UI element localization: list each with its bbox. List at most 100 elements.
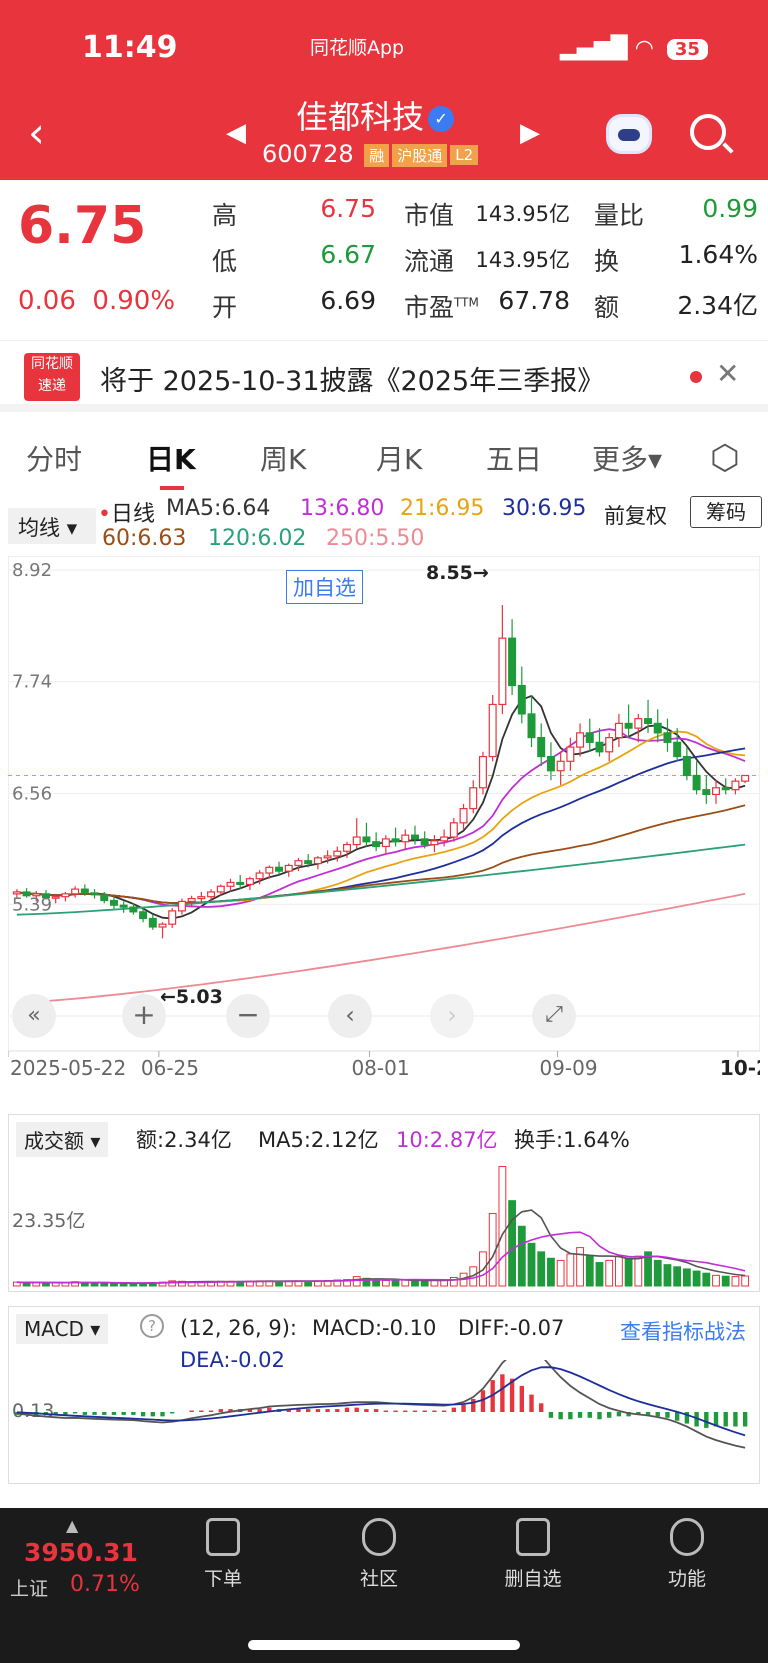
adjust-mode[interactable]: 前复权 — [604, 504, 667, 528]
candle-body — [498, 637, 507, 706]
volume-bar — [585, 1255, 594, 1287]
ma-selector[interactable]: 均线 ▾ — [8, 508, 96, 544]
fullscreen-icon[interactable]: ⤢ — [532, 994, 576, 1038]
tag-l2: L2 — [450, 145, 479, 165]
candle-body — [692, 774, 701, 791]
candle-body — [381, 838, 390, 848]
chips-button[interactable]: 筹码 — [690, 496, 762, 528]
index-name[interactable]: 上证 — [10, 1578, 49, 1600]
remove-watch-icon — [516, 1518, 550, 1556]
current-price: 6.75 — [18, 196, 147, 256]
volume-bar — [401, 1279, 410, 1287]
community-button[interactable]: 社区 — [334, 1518, 424, 1591]
volume-ma10: 10:2.87亿 — [396, 1128, 498, 1152]
legend-ma21: 21:6.95 — [400, 496, 485, 521]
tab-monthly[interactable]: 月K — [376, 443, 423, 476]
robot-assistant-icon[interactable] — [606, 114, 652, 154]
news-text[interactable]: 将于 2025-10-31披露《2025年三季报》 — [100, 366, 605, 397]
candle-body — [80, 888, 89, 894]
period-tabs: 分时 日K 周K 月K 五日 更多▾ — [0, 420, 768, 490]
tab-intraday[interactable]: 分时 — [26, 443, 83, 476]
kline-x-labels: 2025-05-22 06-25 08-01 09-09 10-24 — [8, 1051, 760, 1080]
order-label: 下单 — [203, 1568, 242, 1590]
stock-code: 600728 融沪股通 L2 — [262, 140, 479, 168]
vr-value: 0.99 — [702, 194, 758, 223]
zoom-in-button[interactable]: + — [122, 994, 166, 1038]
settings-hex-icon[interactable]: ⬡ — [710, 438, 740, 478]
candle-body — [343, 844, 352, 852]
candle-body — [22, 891, 31, 897]
candle-body — [391, 838, 400, 843]
candle-body — [226, 881, 235, 887]
volume-ma5: MA5:2.12亿 — [258, 1128, 379, 1152]
volume-chart[interactable] — [8, 1150, 760, 1290]
kline-chart[interactable]: 8.927.746.565.394.21 2025-05-2206-2508-0… — [8, 556, 760, 1086]
candle-body — [576, 732, 585, 748]
zoom-out-button[interactable]: − — [226, 994, 270, 1038]
x-tick-label: 10-24 — [720, 1056, 760, 1080]
close-icon[interactable]: ✕ — [716, 357, 740, 390]
add-watch-marker[interactable]: 加自选 — [286, 570, 363, 604]
candle-body — [721, 787, 730, 791]
scroll-left-button[interactable]: « — [12, 994, 56, 1038]
prev-button[interactable]: ‹ — [328, 994, 372, 1038]
candle-body — [410, 834, 419, 840]
candle-body — [517, 684, 526, 715]
candle-body — [556, 760, 565, 772]
tab-weekly[interactable]: 周K — [260, 443, 307, 476]
y-tick-label: 8.92 — [12, 560, 52, 581]
volume-bar — [420, 1280, 429, 1287]
stock-code-text: 600728 — [262, 140, 354, 168]
strategy-link[interactable]: 查看指标战法 — [620, 1320, 746, 1344]
pe-sup: TTM — [454, 295, 479, 310]
remove-watch-button[interactable]: 删自选 — [488, 1518, 578, 1591]
macd-chart[interactable] — [8, 1360, 760, 1482]
index-value[interactable]: 3950.31 — [24, 1538, 138, 1567]
y-tick-label: 7.74 — [12, 672, 52, 693]
candle-body — [644, 718, 653, 725]
diff-value: DIFF:-0.07 — [458, 1316, 565, 1340]
prev-stock-button[interactable]: ◀ — [226, 118, 246, 148]
functions-button[interactable]: 功能 — [642, 1518, 732, 1591]
tab-daily[interactable]: 日K — [146, 443, 196, 476]
order-button[interactable]: 下单 — [178, 1518, 268, 1591]
functions-menu-icon — [670, 1518, 704, 1556]
next-stock-button[interactable]: ▶ — [520, 118, 540, 148]
verified-icon: ✓ — [428, 106, 455, 132]
search-icon[interactable] — [690, 114, 726, 150]
legend-ma120: 120:6.02 — [208, 526, 307, 551]
next-button[interactable]: › — [430, 994, 474, 1038]
candle-body — [372, 841, 381, 848]
news-banner[interactable]: 同花顺 速递 将于 2025-10-31披露《2025年三季报》 ✕ — [0, 340, 768, 412]
candle-body — [527, 713, 536, 739]
tab-five-day[interactable]: 五日 — [486, 443, 543, 476]
volume-bar — [702, 1272, 711, 1287]
high-label: 高 — [212, 201, 238, 230]
ma-line — [16, 747, 746, 904]
volume-turnover: 换手:1.64% — [514, 1128, 630, 1152]
candle-body — [362, 836, 371, 843]
help-icon[interactable]: ? — [140, 1314, 164, 1338]
volume-bar — [731, 1276, 740, 1287]
candle-body — [236, 881, 245, 885]
pe-value: 67.78 — [498, 286, 570, 315]
float-label: 流通 — [404, 247, 455, 276]
app-name: 同花顺App — [310, 37, 405, 59]
candle-body — [430, 840, 439, 846]
home-indicator — [248, 1640, 520, 1650]
ma-line — [16, 730, 746, 904]
candle-body — [129, 906, 138, 913]
volume-bar — [498, 1166, 507, 1287]
candle-body — [216, 885, 225, 893]
change-pct: 0.90% — [92, 286, 176, 316]
candle-body — [90, 892, 99, 896]
macd-selector[interactable]: MACD ▾ — [16, 1314, 109, 1344]
tab-more[interactable]: 更多▾ — [592, 443, 663, 476]
volume-selector[interactable]: 成交额 ▾ — [16, 1122, 109, 1157]
back-button[interactable]: ‹ — [28, 108, 45, 157]
status-icons: ▂▄▆█ ◠ 35 — [560, 36, 708, 61]
index-change[interactable]: 0.71% — [70, 1572, 140, 1597]
ma-line — [16, 694, 746, 920]
candle-body — [207, 891, 216, 898]
legend-daily: •日线 — [98, 496, 155, 528]
